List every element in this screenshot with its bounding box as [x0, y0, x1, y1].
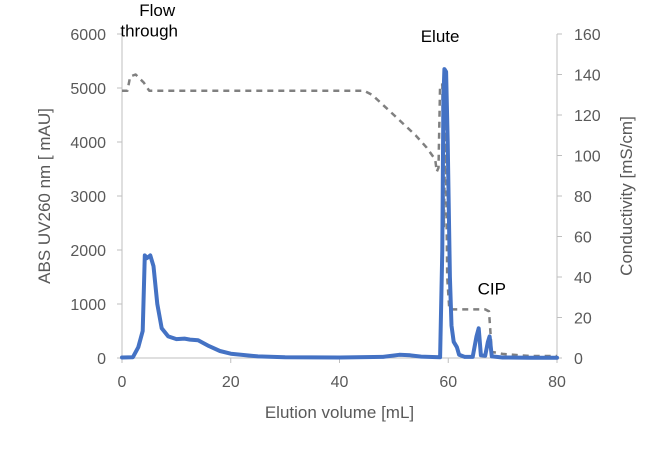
y2-tick-label: 140 [574, 68, 601, 85]
y2-tick-label: 160 [574, 27, 601, 44]
annotation-elute: Elute [421, 27, 460, 46]
y-tick-label: 1000 [70, 297, 106, 314]
conductivity-line [122, 73, 557, 358]
x-axis-label: Elution volume [mL] [265, 403, 414, 422]
y2-tick-label: 20 [574, 311, 592, 328]
y2-axis-label: Conductivity [mS/cm] [617, 116, 636, 276]
annotation-flow: Flow [139, 1, 176, 20]
y2-tick-label: 40 [574, 270, 592, 287]
y2-tick-label: 0 [574, 351, 583, 368]
y-axis-label: ABS UV260 nm [ mAU] [35, 108, 54, 284]
y2-tick-label: 80 [574, 189, 592, 206]
annotation-through: through [120, 22, 178, 41]
y-tick-label: 4000 [70, 135, 106, 152]
y-tick-label: 3000 [70, 189, 106, 206]
x-tick-label: 40 [331, 374, 349, 391]
y-tick-label: 6000 [70, 27, 106, 44]
y2-tick-label: 120 [574, 108, 601, 125]
x-tick-label: 60 [439, 374, 457, 391]
y-tick-label: 0 [97, 351, 106, 368]
x-tick-label: 20 [222, 374, 240, 391]
y-tick-label: 2000 [70, 243, 106, 260]
uv-absorbance-line [120, 67, 559, 360]
y-tick-label: 5000 [70, 81, 106, 98]
y2-tick-label: 100 [574, 149, 601, 166]
y2-tick-label: 60 [574, 230, 592, 247]
x-tick-label: 0 [118, 374, 127, 391]
annotation-cip: CIP [478, 279, 506, 298]
x-tick-label: 80 [548, 374, 566, 391]
